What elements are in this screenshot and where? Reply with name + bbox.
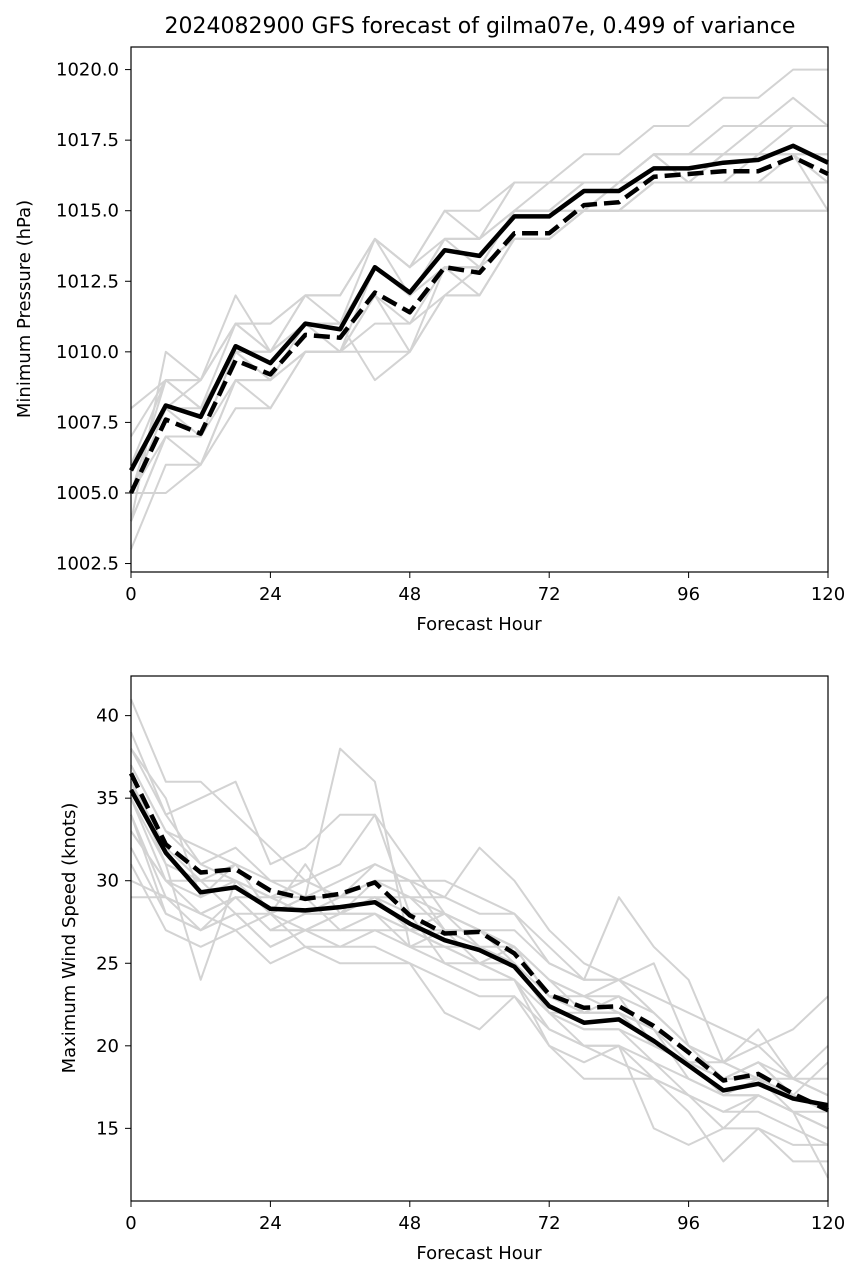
pressure-ensemble-member-line: [130, 68, 828, 522]
wind-x-axis-label: Forecast Hour: [416, 1243, 542, 1264]
wind-x-tick-label: 0: [125, 1213, 136, 1234]
pressure-ensemble-member-line: [130, 153, 829, 522]
pressure-y-tick-label: 1005.0: [56, 483, 119, 504]
wind-plot-area: [128, 698, 829, 1179]
wind-y-axis-label: Maximum Wind Speed (knots): [59, 803, 80, 1074]
pressure-y-tick-label: 1010.0: [56, 342, 119, 363]
wind-ensemble-member-line: [130, 764, 828, 1080]
pressure-dashed-series-line: [128, 154, 829, 494]
wind-y-ticks: 15 20 25 30 35 40: [96, 706, 131, 1139]
pressure-ensemble-member-line: [130, 181, 828, 494]
pressure-y-axis-label: Minimum Pressure (hPa): [14, 200, 35, 418]
pressure-x-tick-label: 48: [398, 584, 421, 605]
pressure-solid-series-line: [129, 143, 829, 472]
wind-ensemble-member-line: [130, 731, 829, 1113]
pressure-x-ticks: 0 24 48 72 96 120: [125, 572, 845, 605]
wind-y-tick-label: 15: [96, 1118, 119, 1139]
pressure-x-tick-label: 72: [538, 584, 561, 605]
pressure-ensemble-member-line: [130, 153, 829, 466]
wind-y-tick-label: 25: [96, 953, 119, 974]
wind-x-tick-label: 24: [259, 1213, 282, 1234]
wind-y-tick-label: 35: [96, 788, 119, 809]
pressure-x-tick-label: 120: [811, 584, 845, 605]
pressure-ensemble-member-line: [130, 153, 828, 410]
wind-dashed-series-line: [128, 772, 829, 1113]
wind-ensemble-member-line: [130, 797, 829, 1097]
pressure-y-tick-label: 1017.5: [56, 130, 119, 151]
pressure-chart-title: 2024082900 GFS forecast of gilma07e, 0.4…: [165, 14, 796, 39]
wind-solid-series-line: [129, 788, 829, 1108]
wind-x-ticks: 0 24 48 72 96 120: [125, 1201, 845, 1234]
pressure-plot-area: [128, 68, 829, 550]
wind-x-tick-label: 120: [811, 1213, 845, 1234]
pressure-chart: 2024082900 GFS forecast of gilma07e, 0.4…: [14, 14, 845, 635]
pressure-plot-frame: [130, 46, 829, 573]
pressure-x-axis-label: Forecast Hour: [416, 614, 542, 635]
wind-ensemble-member-line: [130, 748, 829, 1130]
pressure-y-tick-label: 1007.5: [56, 412, 119, 433]
wind-ensemble-member-line: [130, 781, 829, 1130]
pressure-y-tick-label: 1015.0: [56, 201, 119, 222]
wind-y-tick-label: 20: [96, 1036, 119, 1057]
wind-x-tick-label: 72: [538, 1213, 561, 1234]
pressure-ensemble-member-line: [130, 125, 828, 466]
wind-x-tick-label: 48: [398, 1213, 421, 1234]
pressure-x-tick-label: 24: [259, 584, 282, 605]
pressure-ensemble-member-line: [131, 181, 828, 494]
wind-ensemble-member-line: [130, 814, 828, 1146]
wind-ensemble-member-line: [130, 863, 829, 1179]
pressure-x-tick-label: 96: [677, 584, 700, 605]
pressure-y-ticks: 1002.5 1005.0 1007.5 1010.0 1012.5 1015.0 1017…: [56, 60, 131, 575]
pressure-x-tick-label: 0: [125, 584, 136, 605]
pressure-y-tick-label: 1012.5: [56, 271, 119, 292]
pressure-y-tick-label: 1020.0: [56, 60, 119, 81]
wind-ensemble-member-line: [130, 830, 829, 1047]
pressure-y-tick-label: 1002.5: [56, 554, 119, 575]
pressure-ensemble-member-line: [130, 209, 828, 522]
wind-y-tick-label: 30: [96, 871, 119, 892]
wind-plot-frame: [130, 675, 829, 1202]
wind-ensemble-member-line: [130, 830, 829, 1113]
wind-ensemble-member-line: [130, 797, 829, 1113]
wind-x-tick-label: 96: [677, 1213, 700, 1234]
wind-y-tick-label: 40: [96, 706, 119, 727]
